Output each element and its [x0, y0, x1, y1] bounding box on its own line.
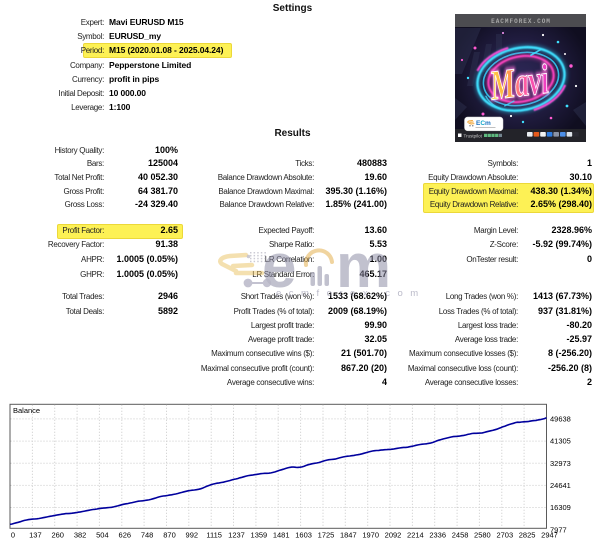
- svg-text:382: 382: [74, 531, 87, 540]
- svg-text:1725: 1725: [318, 531, 335, 540]
- svg-text:260: 260: [51, 531, 64, 540]
- svg-text:1237: 1237: [228, 531, 245, 540]
- svg-text:1847: 1847: [340, 531, 357, 540]
- svg-text:41305: 41305: [550, 437, 571, 446]
- svg-text:748: 748: [141, 531, 154, 540]
- svg-text:16309: 16309: [550, 503, 571, 512]
- svg-text:2458: 2458: [452, 531, 469, 540]
- svg-text:137: 137: [29, 531, 42, 540]
- svg-text:1970: 1970: [362, 531, 379, 540]
- svg-text:2703: 2703: [496, 531, 513, 540]
- svg-text:2947: 2947: [541, 531, 558, 540]
- svg-text:2092: 2092: [385, 531, 402, 540]
- svg-text:7977: 7977: [550, 525, 567, 534]
- svg-text:0: 0: [11, 531, 15, 540]
- svg-text:504: 504: [96, 531, 109, 540]
- svg-text:Mavi: Mavi: [487, 55, 552, 109]
- svg-text:2336: 2336: [429, 531, 446, 540]
- svg-text:2580: 2580: [474, 531, 491, 540]
- svg-text:Balance: Balance: [13, 406, 40, 415]
- svg-text:1359: 1359: [251, 531, 268, 540]
- svg-text:2214: 2214: [407, 531, 424, 540]
- svg-text:EACMFOREX.COM: EACMFOREX.COM: [491, 18, 551, 25]
- svg-text:1481: 1481: [273, 531, 290, 540]
- svg-text:Mavi: Mavi: [487, 55, 552, 109]
- svg-text:24641: 24641: [550, 481, 571, 490]
- svg-text:2825: 2825: [519, 531, 536, 540]
- svg-text:32973: 32973: [550, 459, 571, 468]
- svg-text:ECm: ECm: [476, 120, 491, 127]
- svg-text:992: 992: [186, 531, 199, 540]
- svg-text:870: 870: [163, 531, 176, 540]
- svg-text:1603: 1603: [295, 531, 312, 540]
- svg-text:Trustpilot: Trustpilot: [464, 134, 483, 139]
- svg-text:49638: 49638: [550, 415, 571, 424]
- svg-text:626: 626: [119, 531, 132, 540]
- svg-text:1115: 1115: [206, 531, 222, 540]
